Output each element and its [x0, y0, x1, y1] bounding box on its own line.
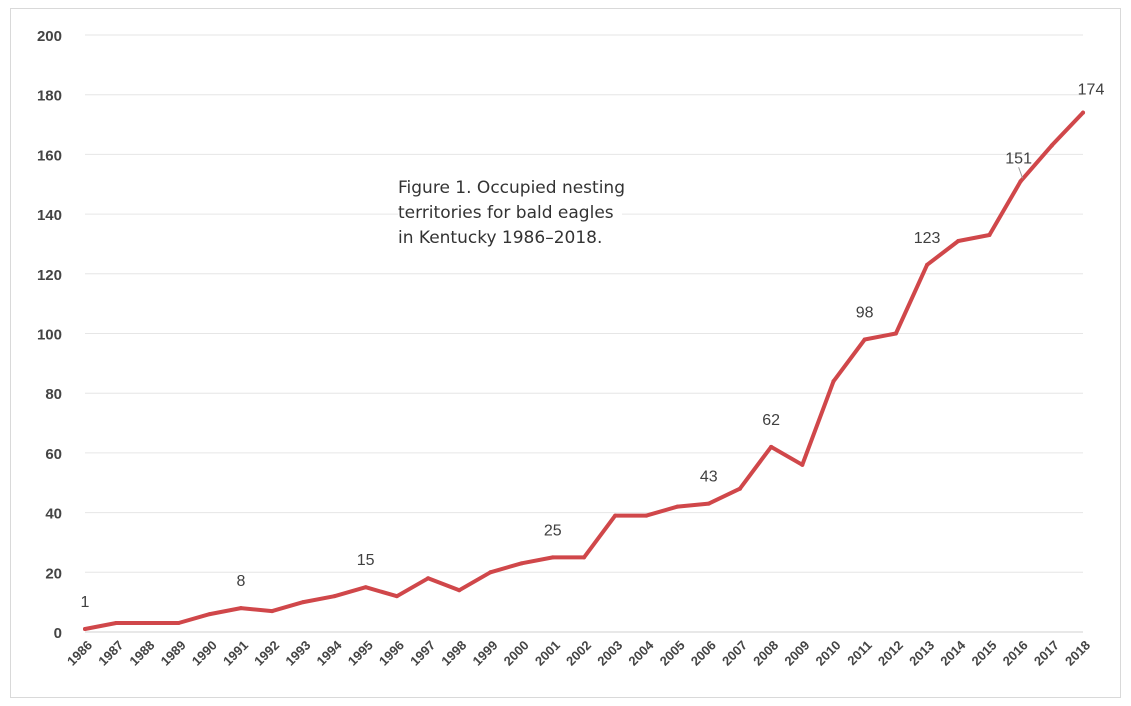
data-point — [176, 621, 181, 626]
data-label: 25 — [544, 522, 562, 539]
data-point — [114, 621, 119, 626]
data-label: 15 — [357, 552, 375, 569]
data-point — [301, 600, 306, 605]
data-label-leader — [1018, 167, 1024, 179]
data-point — [987, 232, 992, 237]
data-point — [925, 262, 930, 267]
x-tick-label: 1988 — [126, 638, 157, 669]
y-tick-label: 160 — [37, 147, 62, 164]
data-point — [706, 501, 711, 506]
data-point — [769, 444, 774, 449]
data-point — [426, 576, 431, 581]
y-tick-label: 180 — [37, 88, 62, 105]
x-tick-label: 1997 — [407, 638, 438, 669]
x-tick-label: 1991 — [220, 638, 251, 669]
y-tick-label: 200 — [37, 28, 62, 45]
x-tick-label: 2015 — [969, 638, 1000, 669]
data-label: 151 — [1005, 150, 1032, 167]
x-tick-label: 1989 — [158, 638, 189, 669]
y-tick-label: 20 — [45, 565, 62, 582]
data-label: 62 — [762, 412, 780, 429]
y-tick-label: 140 — [37, 207, 62, 224]
data-point — [831, 379, 836, 384]
data-point — [550, 555, 555, 560]
data-point — [1018, 179, 1023, 184]
x-tick-label: 1994 — [314, 637, 346, 669]
data-point — [519, 561, 524, 566]
data-point — [644, 513, 649, 518]
x-tick-label: 2001 — [532, 638, 563, 669]
x-tick-label: 2011 — [844, 638, 875, 669]
data-point — [675, 504, 680, 509]
data-label: 43 — [700, 469, 718, 486]
x-tick-label: 2012 — [875, 638, 906, 669]
y-tick-label: 40 — [45, 506, 62, 523]
x-tick-label: 2018 — [1062, 638, 1093, 669]
data-point — [238, 606, 243, 611]
x-tick-label: 1999 — [470, 638, 501, 669]
y-tick-label: 60 — [45, 446, 62, 463]
data-point — [83, 627, 87, 632]
x-tick-label: 2009 — [781, 638, 812, 669]
x-tick-label: 1993 — [282, 638, 313, 669]
data-point — [613, 513, 618, 518]
x-tick-label: 2006 — [688, 638, 719, 669]
x-tick-label: 2017 — [1031, 638, 1062, 669]
x-tick-label: 2014 — [937, 637, 969, 669]
x-tick-label: 2008 — [750, 638, 781, 669]
caption-line-1: Figure 1. Occupied nesting — [398, 176, 633, 201]
data-label: 174 — [1078, 82, 1105, 99]
data-point — [363, 585, 368, 590]
data-point — [488, 570, 493, 575]
data-point — [1049, 143, 1054, 148]
x-tick-label: 1996 — [376, 638, 407, 669]
y-tick-label: 120 — [37, 267, 62, 284]
x-tick-label: 2013 — [906, 638, 937, 669]
data-point — [893, 331, 898, 336]
data-label: 123 — [914, 230, 941, 247]
x-tick-label: 2002 — [563, 638, 594, 669]
x-tick-label: 1990 — [189, 638, 220, 669]
data-label: 8 — [236, 573, 245, 590]
data-point — [737, 486, 742, 491]
data-point — [862, 337, 867, 342]
y-tick-label: 80 — [45, 386, 62, 403]
data-point — [956, 238, 961, 243]
x-tick-label: 2007 — [719, 638, 750, 669]
x-tick-label: 1995 — [345, 638, 376, 669]
x-tick-label: 2004 — [625, 637, 657, 669]
x-tick-label: 2005 — [657, 638, 688, 669]
data-point — [207, 612, 212, 617]
y-tick-label: 0 — [54, 625, 62, 642]
y-tick-label: 100 — [37, 327, 62, 344]
data-point — [800, 462, 805, 467]
data-point — [394, 594, 399, 599]
x-tick-label: 1986 — [64, 638, 95, 669]
data-label: 98 — [856, 304, 874, 321]
x-tick-label: 1992 — [251, 638, 282, 669]
x-tick-label: 1987 — [95, 638, 126, 669]
caption-line-3: in Kentucky 1986–2018. — [398, 226, 611, 251]
x-tick-label: 2010 — [813, 638, 844, 669]
x-tick-label: 2003 — [594, 638, 625, 669]
figure-caption: Figure 1. Occupied nesting territories f… — [398, 176, 698, 251]
x-tick-label: 2016 — [1000, 638, 1031, 669]
data-point — [457, 588, 462, 593]
x-tick-label: 1998 — [438, 638, 469, 669]
data-point — [1081, 110, 1085, 115]
x-tick-label: 2000 — [501, 638, 532, 669]
data-point — [582, 555, 586, 560]
data-point — [145, 621, 150, 626]
data-point — [270, 609, 275, 614]
caption-line-2: territories for bald eagles — [398, 201, 622, 226]
data-label: 1 — [81, 594, 90, 611]
data-point — [332, 594, 337, 599]
chart-frame — [10, 8, 1121, 698]
